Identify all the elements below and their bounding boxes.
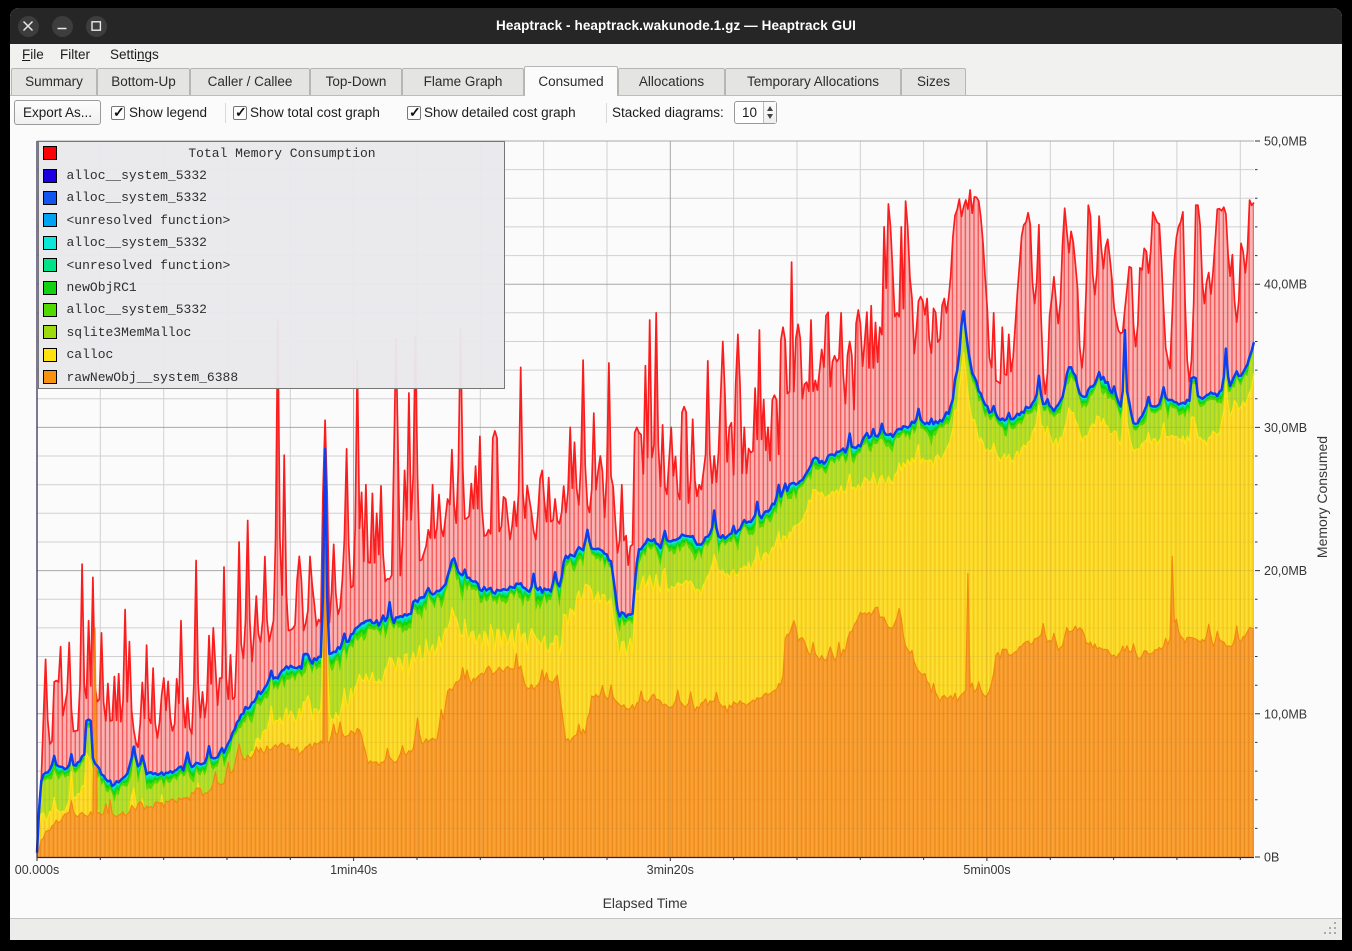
- svg-text:50,0MB: 50,0MB: [1264, 135, 1307, 149]
- svg-text:40,0MB: 40,0MB: [1264, 278, 1307, 292]
- svg-text:Elapsed Time: Elapsed Time: [603, 895, 688, 911]
- svg-text:3min20s: 3min20s: [647, 863, 694, 877]
- svg-text:00.000s: 00.000s: [15, 863, 59, 877]
- svg-text:5min00s: 5min00s: [963, 863, 1010, 877]
- svg-text:0B: 0B: [1264, 851, 1279, 865]
- svg-text:20,0MB: 20,0MB: [1264, 564, 1307, 578]
- svg-text:30,0MB: 30,0MB: [1264, 421, 1307, 435]
- svg-text:1min40s: 1min40s: [330, 863, 377, 877]
- svg-text:10,0MB: 10,0MB: [1264, 707, 1307, 721]
- svg-text:Memory Consumed: Memory Consumed: [1314, 436, 1330, 558]
